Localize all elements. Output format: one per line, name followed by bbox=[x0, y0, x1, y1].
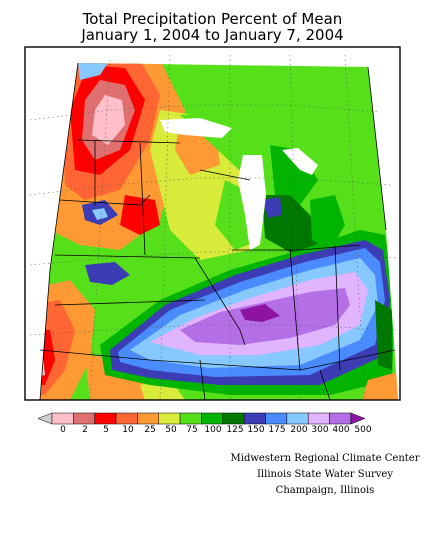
lat-lon-grid bbox=[29, 54, 399, 400]
credit-survey: Illinois State Water Survey bbox=[256, 469, 393, 480]
map-frame bbox=[24, 46, 401, 401]
legend-swatch bbox=[73, 412, 95, 425]
legend-swatch bbox=[243, 412, 266, 425]
legend-swatch bbox=[201, 412, 224, 425]
domain-west-edge bbox=[39, 62, 79, 401]
legend-label-75: 75 bbox=[186, 425, 198, 435]
legend-label-175: 175 bbox=[268, 425, 286, 435]
map-title: Total Precipitation Percent of Mean bbox=[82, 10, 343, 28]
legend-swatch bbox=[265, 412, 288, 425]
legend-swatch bbox=[222, 412, 245, 425]
map-date-range: January 1, 2004 to January 7, 2004 bbox=[81, 26, 344, 44]
legend-swatch bbox=[158, 412, 181, 425]
legend-label-25: 25 bbox=[144, 425, 156, 435]
legend-swatch bbox=[179, 412, 202, 425]
legend-label-300: 300 bbox=[311, 425, 329, 435]
legend-swatch bbox=[350, 412, 366, 425]
legend-label-500: 500 bbox=[354, 425, 372, 435]
legend-label-10: 10 bbox=[122, 425, 134, 435]
color-legend bbox=[37, 412, 366, 425]
legend-swatch bbox=[115, 412, 138, 425]
legend-swatch bbox=[37, 412, 53, 425]
legend-label-125: 125 bbox=[226, 425, 244, 435]
state-boundaries bbox=[39, 139, 396, 400]
legend-swatch bbox=[329, 412, 352, 425]
credit-location: Champaign, Illinois bbox=[275, 485, 375, 496]
legend-label-200: 200 bbox=[290, 425, 308, 435]
legend-swatch bbox=[307, 412, 330, 425]
legend-label-5: 5 bbox=[103, 425, 109, 435]
legend-swatch bbox=[286, 412, 309, 425]
domain-east-edge bbox=[367, 66, 387, 231]
legend-label-50: 50 bbox=[165, 425, 177, 435]
legend-label-150: 150 bbox=[247, 425, 265, 435]
legend-label-2: 2 bbox=[82, 425, 88, 435]
legend-label-100: 100 bbox=[204, 425, 222, 435]
precip-field bbox=[40, 63, 398, 400]
legend-swatch bbox=[137, 412, 159, 425]
legend-swatch bbox=[94, 412, 117, 425]
legend-label-0: 0 bbox=[60, 425, 66, 435]
credit-center: Midwestern Regional Climate Center bbox=[230, 453, 420, 464]
legend-swatch bbox=[51, 412, 74, 425]
legend-label-400: 400 bbox=[332, 425, 350, 435]
